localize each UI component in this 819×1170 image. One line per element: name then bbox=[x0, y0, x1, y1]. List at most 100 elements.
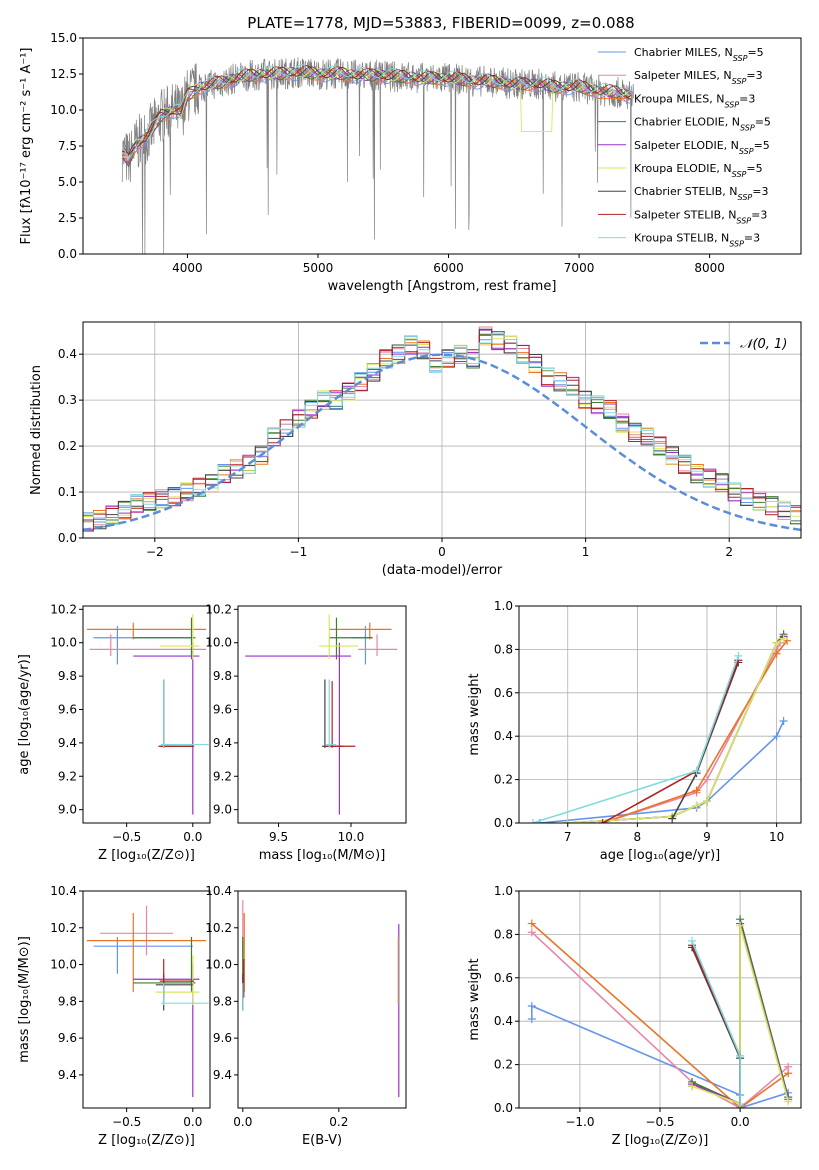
weight_vs_age-line-kroupa-miles bbox=[602, 640, 788, 823]
weight_vs_Z-ytick-label: 0.6 bbox=[494, 971, 513, 985]
mass_vs_Z-plot-area bbox=[86, 905, 209, 1097]
age_vs_mass-ytick-label: 9.4 bbox=[213, 736, 232, 750]
weight_vs_Z-ytick-label: 0.0 bbox=[494, 1101, 513, 1115]
spectrum-legend: Chabrier MILES, NSSP=5 Salpeter MILES, NS… bbox=[598, 46, 771, 248]
mass_vs_EBV-ytick-label: 10.2 bbox=[205, 921, 232, 935]
weight_vs_Z-marker bbox=[784, 1097, 793, 1106]
weight_vs_Z-plot-area bbox=[527, 915, 793, 1108]
weight_vs_age-ytick-label: 1.0 bbox=[494, 599, 513, 613]
spectrum-xtick-label: 7000 bbox=[564, 261, 595, 275]
weight_vs_age-xtick-label: 10 bbox=[769, 830, 784, 844]
residuals-ytick-label: 0.0 bbox=[58, 531, 77, 545]
weight_vs_age-xtick-label: 7 bbox=[564, 830, 572, 844]
age_vs_mass-xtick-label: 9.5 bbox=[269, 830, 288, 844]
age_vs_Z-frame bbox=[82, 605, 211, 824]
mass_vs_Z-ytick-label: 10.4 bbox=[50, 884, 77, 898]
weight_vs_age-line-salpeter-stelib bbox=[602, 660, 740, 823]
mass_vs_EBV-xtick-label: 0.0 bbox=[233, 1115, 252, 1129]
weight_vs_Z-marker bbox=[736, 1101, 745, 1108]
age_vs_mass-ytick-label: 9.6 bbox=[213, 702, 232, 716]
residuals-xlabel: (data-model)/error bbox=[382, 563, 503, 578]
weight_vs_Z-line-kroupa-elodie bbox=[691, 925, 789, 1105]
residuals-plot-area bbox=[83, 326, 801, 532]
mass_vs_Z-frame bbox=[82, 890, 211, 1109]
spectrum-panel: 4000 5000 6000 7000 8000 0.0 2.5 5.0 7.5 10.0 12.5… bbox=[19, 31, 802, 294]
spectrum-model-chabrier-elodie bbox=[121, 67, 632, 168]
spectrum-ytick-label: 0.0 bbox=[58, 247, 77, 261]
mass_vs_EBV-xlabel: E(B-V) bbox=[302, 1133, 342, 1148]
legend-entry: Salpeter ELODIE, NSSP=5 bbox=[634, 139, 770, 156]
weight_vs_age-marker bbox=[668, 814, 677, 823]
weight_vs_Z-panel: −1.0 −0.5 0.0 0.0 0.2 0.4 0.6 0.8 1.0 Z [log₁₀(Z/… bbox=[467, 884, 802, 1148]
weight_vs_age-marker bbox=[703, 797, 711, 806]
residuals-xtick-label: 0 bbox=[438, 545, 446, 559]
mass_vs_Z-ytick-label: 9.4 bbox=[58, 1068, 77, 1082]
weight_vs_age-xtick-label: 9 bbox=[703, 830, 711, 844]
spectrum-ylabel: Flux [fλ10⁻¹⁷ erg cm⁻² s⁻¹ A⁻¹] bbox=[19, 48, 34, 245]
spectrum-model-salpeter-stelib bbox=[121, 65, 632, 156]
spectrum-model-chabrier-stelib bbox=[122, 66, 632, 155]
legend-entry: Salpeter MILES, NSSP=3 bbox=[634, 69, 763, 86]
weight_vs_Z-line-kroupa-miles bbox=[531, 922, 789, 1108]
weight_vs_Z-marker bbox=[736, 921, 745, 930]
weight_vs_Z-xlabel: Z [log₁₀(Z/Z⊙)] bbox=[612, 1133, 709, 1148]
legend-entry: Kroupa ELODIE, NSSP=5 bbox=[634, 162, 763, 179]
age_vs_Z-panel: −0.5 0.0 9.0 9.2 9.4 9.6 9.8 10.0 10.2 Z [log₁₀(Z… bbox=[17, 602, 211, 863]
mass_vs_Z-xlabel: Z [log₁₀(Z/Z⊙)] bbox=[98, 1133, 195, 1148]
weight_vs_Z-marker bbox=[527, 1002, 536, 1011]
weight_vs_age-marker bbox=[563, 819, 572, 823]
residuals-xtick-label: −1 bbox=[290, 545, 308, 559]
residuals-xtick-label: −2 bbox=[146, 545, 164, 559]
legend-entry: Chabrier MILES, NSSP=5 bbox=[634, 46, 764, 63]
weight_vs_age-marker bbox=[779, 717, 788, 726]
legend-entry: Chabrier STELIB, NSSP=3 bbox=[634, 185, 768, 202]
age_vs_mass-xlabel: mass [log₁₀(M/M⊙)] bbox=[259, 848, 386, 863]
mass_vs_Z-ytick-label: 9.8 bbox=[58, 994, 77, 1008]
weight_vs_Z-line-salpeter-stelib bbox=[691, 944, 741, 1106]
weight_vs_age-marker bbox=[692, 786, 701, 795]
spectrum-xtick-label: 6000 bbox=[433, 261, 464, 275]
mass_vs_EBV-plot-area bbox=[242, 900, 400, 1097]
mass_vs_EBV-ytick-label: 9.8 bbox=[213, 994, 232, 1008]
weight_vs_Z-ytick-label: 0.8 bbox=[494, 927, 513, 941]
weight_vs_age-ytick-label: 0.2 bbox=[494, 773, 513, 787]
weight_vs_age-marker bbox=[772, 638, 781, 647]
age_vs_mass-ytick-label: 10.0 bbox=[205, 636, 232, 650]
weight_vs_Z-marker bbox=[784, 1069, 793, 1078]
weight_vs_Z-marker bbox=[688, 936, 697, 945]
spectrum-xtick-label: 8000 bbox=[694, 261, 725, 275]
weight_vs_age-ytick-label: 0.6 bbox=[494, 686, 513, 700]
weight_vs_Z-xtick-label: 0.0 bbox=[731, 1115, 750, 1129]
weight_vs_Z-marker bbox=[527, 1015, 536, 1024]
weight_vs_age-frame bbox=[518, 605, 802, 824]
weight_vs_age-line-salpeter-miles bbox=[602, 642, 781, 823]
weight_vs_Z-ytick-label: 1.0 bbox=[494, 884, 513, 898]
mass_vs_EBV-ytick-label: 10.0 bbox=[205, 958, 232, 972]
mass_vs_EBV-ytick-label: 9.4 bbox=[213, 1068, 232, 1082]
weight_vs_age-line-chabrier-elodie bbox=[567, 633, 785, 823]
mass_vs_EBV-frame bbox=[237, 890, 407, 1109]
weight_vs_age-marker bbox=[692, 766, 701, 775]
weight_vs_age-marker bbox=[598, 819, 607, 823]
age_vs_mass-ytick-label: 9.0 bbox=[213, 803, 232, 817]
age_vs_mass-xtick-label: 10.0 bbox=[338, 830, 365, 844]
mass_vs_EBV-xtick-label: 0.2 bbox=[329, 1115, 348, 1129]
weight_vs_Z-ylabel: mass weight bbox=[467, 958, 482, 1040]
weight_vs_age-marker bbox=[734, 651, 743, 660]
weight_vs_age-panel: 7 8 9 10 0.0 0.2 0.4 0.6 0.8 1.0 age [log₁₀(age/yr… bbox=[467, 599, 802, 863]
mass_vs_EBV-ytick-label: 9.6 bbox=[213, 1031, 232, 1045]
weight_vs_Z-line-chabrier-stelib bbox=[691, 947, 741, 1106]
weight_vs_Z-marker bbox=[736, 1051, 745, 1060]
weight_vs_age-line-kroupa-elodie bbox=[567, 637, 785, 823]
weight_vs_Z-marker bbox=[527, 919, 536, 928]
gaussian-curve bbox=[83, 353, 801, 532]
mass_vs_EBV-ytick-label: 10.4 bbox=[205, 884, 232, 898]
weight_vs_age-ylabel: mass weight bbox=[467, 673, 482, 755]
age_vs_Z-ytick-label: 10.2 bbox=[50, 602, 77, 616]
mass_vs_Z-ytick-label: 9.6 bbox=[58, 1031, 77, 1045]
age_vs_Z-xtick-label: 0.0 bbox=[183, 830, 202, 844]
spectrum-plot-area bbox=[121, 57, 634, 254]
age_vs_Z-xtick-label: −0.5 bbox=[112, 830, 141, 844]
weight_vs_Z-xtick-label: −0.5 bbox=[645, 1115, 674, 1129]
mass_vs_Z-xtick-label: 0.0 bbox=[183, 1115, 202, 1129]
